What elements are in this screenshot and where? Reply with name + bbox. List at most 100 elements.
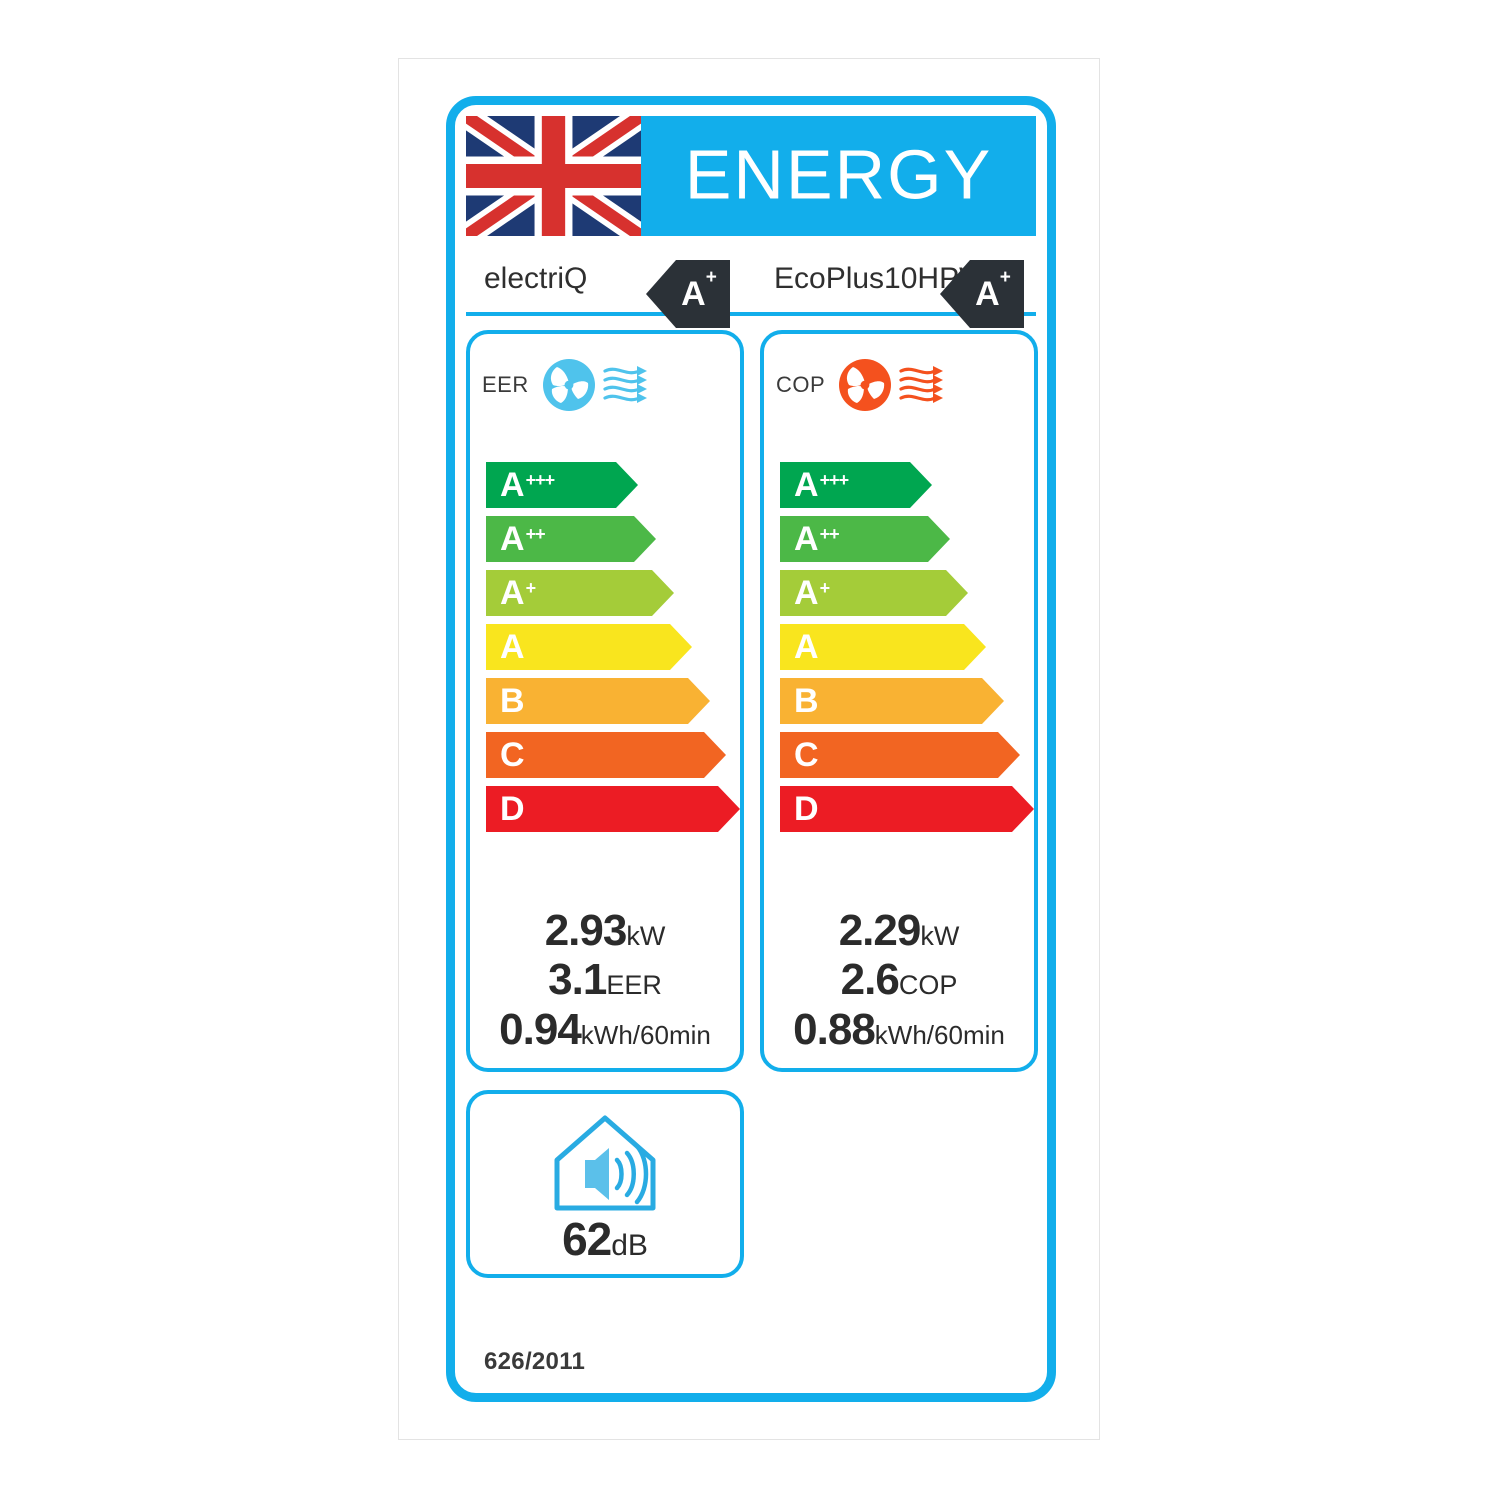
values-cooling: 2.93kW 3.1EER 0.94kWh/60min [470, 906, 740, 1054]
value-unit: kW [920, 921, 960, 952]
rating-band-shape [780, 516, 950, 562]
rating-band-letter: B [500, 682, 525, 720]
rating-band-letter: A [794, 466, 819, 504]
value-number: 2.29 [838, 906, 922, 956]
rating-band-label: B [486, 684, 525, 718]
rating-band-a: A [486, 624, 732, 670]
rating-band-label: A +++ [486, 468, 556, 502]
rating-band-letter: D [794, 790, 819, 828]
uk-union-jack-flag-icon [466, 116, 641, 236]
mode-row-cooling: EER [482, 354, 691, 416]
pointer-arrow-shape [940, 260, 1024, 328]
rating-band-letter: A [500, 574, 525, 612]
value-unit: kW [626, 921, 666, 952]
rating-band-label: A + [780, 574, 830, 612]
value-number: 0.88 [793, 1004, 876, 1054]
mode-label-cop: COP [776, 372, 826, 397]
rating-band-letter: A [794, 628, 819, 666]
rating-band-label: B [780, 684, 819, 718]
selected-rating-letter: A [975, 275, 1000, 313]
rating-band-d: D [780, 786, 1034, 832]
value-number: 2.93 [544, 906, 628, 956]
rating-band-a3: A +++ [780, 462, 1026, 508]
rating-band-shape [486, 786, 740, 832]
noise-number: 62 [562, 1213, 612, 1265]
rating-band-letter: A [500, 520, 525, 558]
value-line: 3.1EER [470, 955, 740, 1004]
rating-band-a2: A ++ [780, 516, 1026, 562]
noise-unit: dB [611, 1229, 648, 1262]
energy-title-band: ENERGY [641, 116, 1036, 236]
value-line: 2.6COP [764, 955, 1034, 1004]
rating-band-letter: B [794, 682, 819, 720]
value-line: 2.29kW [764, 906, 1034, 955]
rating-band-label: D [780, 792, 819, 826]
rating-band-letter: A [794, 520, 819, 558]
rating-band-shape [486, 732, 726, 778]
house-with-speaker-icon [541, 1108, 669, 1225]
rating-scale-heating: A +++ A ++ A + A B C D [780, 462, 1034, 840]
value-unit: kWh/60min [874, 1019, 1005, 1050]
value-unit: COP [898, 970, 958, 1001]
mode-label-eer: EER [482, 372, 529, 397]
rating-band-shape [780, 678, 1004, 724]
page-title: ENERGY [684, 135, 993, 214]
values-heating: 2.29kW 2.6COP 0.88kWh/60min [764, 906, 1034, 1054]
rating-band-a1: A + [780, 570, 1026, 616]
rating-band-shape [780, 732, 1020, 778]
rating-band-shape [486, 516, 656, 562]
rating-band-letter: C [794, 736, 819, 774]
rating-band-letter: A [500, 628, 525, 666]
rating-band-shape [486, 678, 710, 724]
selected-rating-letter: A [681, 275, 706, 313]
regulation-reference: 626/2011 [484, 1348, 586, 1375]
rating-band-label: A + [486, 574, 536, 612]
rating-band-shape [486, 570, 674, 616]
union-jack-svg [466, 116, 641, 236]
rating-band-label: A [780, 630, 819, 664]
selected-rating-badge-heating: A+ [940, 256, 1028, 332]
rating-band-label: A [486, 630, 525, 664]
rating-band-shape [780, 570, 968, 616]
rating-band-label: C [780, 738, 819, 772]
value-number: 3.1 [548, 955, 607, 1005]
brand-name: electriQ [484, 262, 588, 295]
rating-band-letter: A [794, 574, 819, 612]
rating-band-a3: A +++ [486, 462, 732, 508]
rating-band-plus: + [819, 578, 830, 598]
brand-divider [466, 312, 1036, 316]
value-line: 0.88kWh/60min [764, 1005, 1034, 1054]
label-header: ENERGY [466, 116, 1036, 236]
fan-and-airflow-icon [839, 359, 944, 411]
rating-band-label: C [486, 738, 525, 772]
rating-band-c: C [780, 732, 1026, 778]
rating-band-letter: C [500, 736, 525, 774]
rating-band-b: B [486, 678, 732, 724]
rating-band-plus: +++ [819, 470, 850, 490]
rating-scale-cooling: A +++ A ++ A + A B C D [486, 462, 740, 840]
pointer-arrow-shape [646, 260, 730, 328]
panel-noise: 62dB [466, 1090, 744, 1278]
rating-band-plus: +++ [525, 470, 556, 490]
rating-band-plus: + [525, 578, 536, 598]
rating-band-label: A +++ [780, 466, 850, 504]
rating-band-plus: ++ [819, 524, 840, 544]
panel-cooling: EER [466, 330, 744, 1072]
selected-rating-label: A+ [940, 268, 1028, 313]
rating-band-letter: D [500, 790, 525, 828]
value-number: 2.6 [840, 955, 900, 1005]
rating-band-c: C [486, 732, 732, 778]
value-unit: kWh/60min [580, 1019, 711, 1050]
panel-heating: COP [760, 330, 1038, 1072]
value-line: 0.94kWh/60min [470, 1005, 740, 1054]
selected-rating-plus: + [705, 266, 717, 288]
rating-band-shape [486, 462, 638, 508]
noise-house-svg [554, 1115, 656, 1211]
value-line: 2.93kW [470, 906, 740, 955]
rating-band-plus: ++ [525, 524, 546, 544]
rating-band-a1: A + [486, 570, 732, 616]
rating-band-label: A ++ [780, 520, 840, 558]
rating-band-label: A ++ [486, 520, 546, 558]
rating-band-a: A [780, 624, 1026, 670]
